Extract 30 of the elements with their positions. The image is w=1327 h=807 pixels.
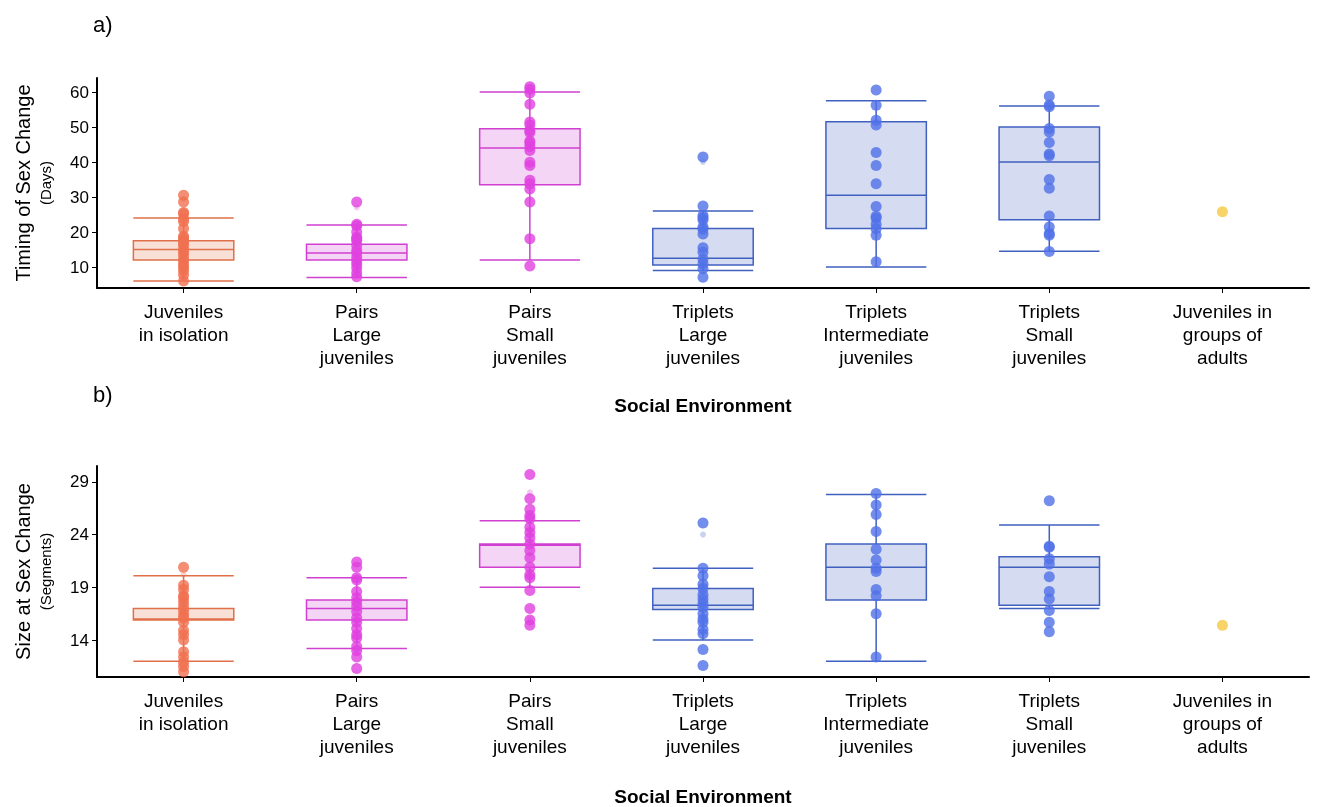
x-tick-label: Pairs Small juveniles (491, 301, 567, 368)
y-tick-label: 30 (70, 187, 89, 207)
x-tick-label: Pairs Large juveniles (318, 690, 394, 757)
x-tick-label: Juveniles in isolation (138, 690, 229, 734)
y-tick-label: 24 (70, 525, 89, 545)
x-tick-label: Triplets Large juveniles (665, 301, 740, 368)
x-tick-label: Triplets Large juveniles (665, 690, 740, 757)
x-tick-label: Juveniles in groups of adults (1172, 301, 1273, 368)
x-tick-label: Juveniles in isolation (138, 301, 229, 345)
y-tick-label: 60 (70, 82, 89, 102)
x-axis-title: Social Environment (614, 786, 793, 807)
y-tick-label: 40 (70, 152, 89, 172)
y-tick-label: 20 (70, 222, 89, 242)
x-tick-label: Triplets Small juveniles (1011, 690, 1087, 757)
y-tick-label: 29 (70, 472, 89, 492)
y-axis-title: Size at Sex Change (Segments) (12, 483, 54, 660)
y-tick-label: 50 (70, 117, 89, 137)
chart-title: a) (93, 11, 113, 37)
x-tick-label: Pairs Small juveniles (491, 690, 567, 757)
y-tick-label: 14 (70, 630, 89, 650)
x-axis-title: Social Environment (614, 395, 793, 416)
x-tick-label: Triplets Intermediate juveniles (823, 301, 929, 368)
x-tick-label: Triplets Small juveniles (1011, 301, 1087, 368)
chart-title: b) (93, 381, 113, 407)
x-tick-label: Pairs Large juveniles (318, 301, 394, 368)
y-tick-label: 10 (70, 257, 89, 277)
x-tick-label: Triplets Intermediate juveniles (823, 690, 929, 757)
y-axis-title: Timing of Sex Change (Days) (12, 84, 54, 282)
y-tick-label: 19 (70, 577, 89, 597)
x-tick-label: Juveniles in groups of adults (1172, 690, 1273, 757)
